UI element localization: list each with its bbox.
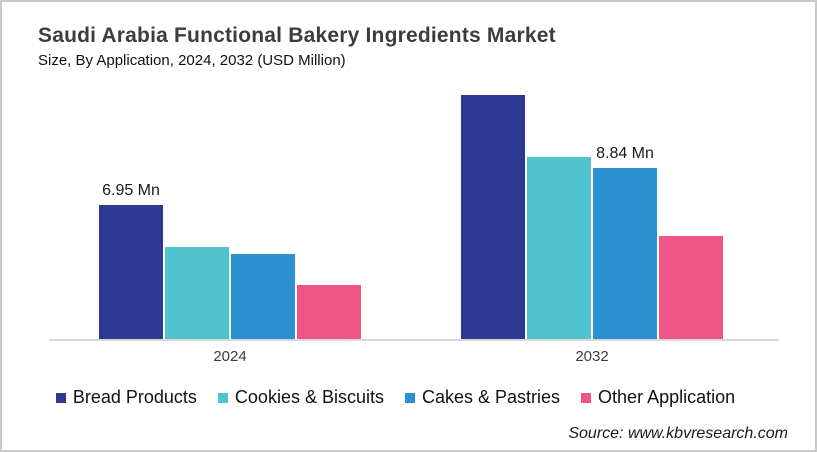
plot-area: 2024 6.95 Mn 2032 8.84 Mn — [49, 95, 779, 365]
legend-label: Other Application — [598, 387, 736, 407]
bar-cakes-pastries-2032: 8.84 Mn — [593, 145, 657, 339]
bar-cookies-biscuits-2024 — [165, 247, 229, 339]
bar-bread-products-2024: 6.95 Mn — [99, 182, 163, 339]
legend-item-other-application: Other Application — [581, 387, 735, 408]
legend-swatch-icon — [581, 392, 592, 403]
data-label-bread-products-2024: 6.95 Mn — [102, 182, 160, 199]
x-axis-label-2024: 2024 — [213, 348, 247, 365]
bar-other-application-2024 — [297, 285, 361, 339]
legend-label: Cakes & Pastries — [421, 387, 561, 407]
legend-label: Bread Products — [72, 387, 197, 407]
bar-group-2024: 2024 6.95 Mn — [99, 95, 361, 365]
legend: Bread Products Cookies & Biscuits Cakes & … — [2, 387, 815, 408]
legend-item-cookies-biscuits: Cookies & Biscuits — [217, 387, 384, 408]
legend-label: Cookies & Biscuits — [234, 387, 384, 407]
legend-swatch-icon — [55, 392, 66, 403]
bar-other-application-2032 — [659, 236, 723, 339]
chart-header: Saudi Arabia Functional Bakery Ingredien… — [38, 24, 556, 69]
chart-subtitle: Size, By Application, 2024, 2032 (USD Mi… — [38, 52, 346, 69]
bar-cookies-biscuits-2032 — [527, 157, 591, 339]
chart-title: Saudi Arabia Functional Bakery Ingredien… — [38, 24, 556, 47]
legend-item-bread-products: Bread Products — [55, 387, 197, 408]
x-axis-label-2032: 2032 — [575, 348, 609, 365]
legend-swatch-icon — [404, 392, 415, 403]
legend-item-cakes-pastries: Cakes & Pastries — [404, 387, 561, 408]
legend-swatch-icon — [217, 392, 228, 403]
bar-bread-products-2032 — [461, 95, 525, 339]
data-label-cakes-pastries-2032: 8.84 Mn — [596, 145, 654, 162]
bar-group-2032: 2032 8.84 Mn — [461, 95, 723, 365]
source-credit: Source: www.kbvresearch.com — [568, 425, 788, 442]
bar-cakes-pastries-2024 — [231, 254, 295, 339]
